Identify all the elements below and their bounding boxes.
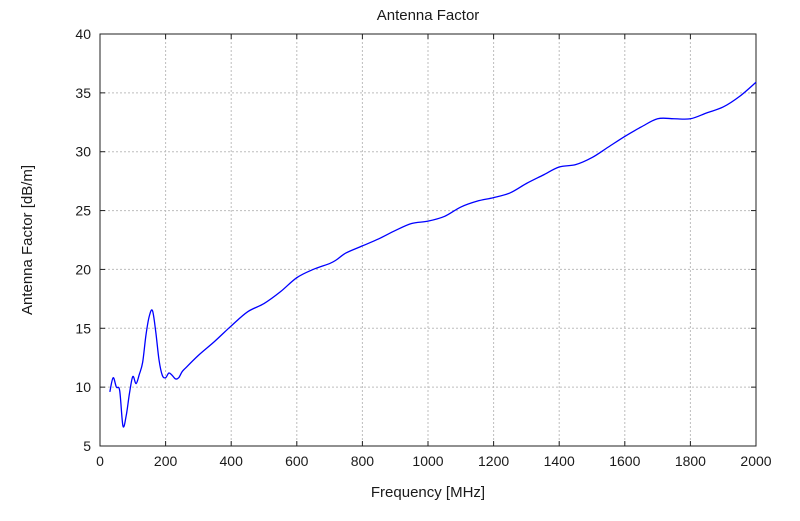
x-tick-label: 600 (285, 453, 309, 469)
x-tick-labels: 0 200 400 600 800 1000 1200 1400 1600 1800 2000 (96, 453, 772, 469)
y-tick-label: 15 (75, 320, 91, 336)
y-tick-label: 10 (75, 379, 91, 395)
y-tick-label: 20 (75, 261, 91, 277)
x-tick-label: 1200 (478, 453, 509, 469)
x-tick-label: 1400 (544, 453, 575, 469)
y-tick-labels: 5 10 15 20 25 30 35 40 (75, 26, 91, 454)
x-tick-label: 200 (154, 453, 178, 469)
grid-lines (100, 34, 756, 446)
y-tick-label: 25 (75, 203, 91, 219)
chart-title: Antenna Factor (377, 7, 480, 24)
x-axis-label: Frequency [MHz] (371, 484, 485, 501)
x-tick-label: 1800 (675, 453, 706, 469)
y-tick-label: 5 (83, 438, 91, 454)
axis-ticks (99, 33, 757, 447)
y-tick-label: 40 (75, 26, 91, 42)
x-tick-label: 1000 (412, 453, 443, 469)
x-tick-label: 800 (351, 453, 375, 469)
y-axis-label: Antenna Factor [dB/m] (19, 165, 36, 315)
y-tick-label: 30 (75, 144, 91, 160)
x-tick-label: 0 (96, 453, 104, 469)
x-tick-label: 1600 (609, 453, 640, 469)
antenna-factor-series-line (109, 81, 757, 428)
x-tick-label: 2000 (740, 453, 771, 469)
x-tick-label: 400 (220, 453, 244, 469)
y-tick-label: 35 (75, 85, 91, 101)
